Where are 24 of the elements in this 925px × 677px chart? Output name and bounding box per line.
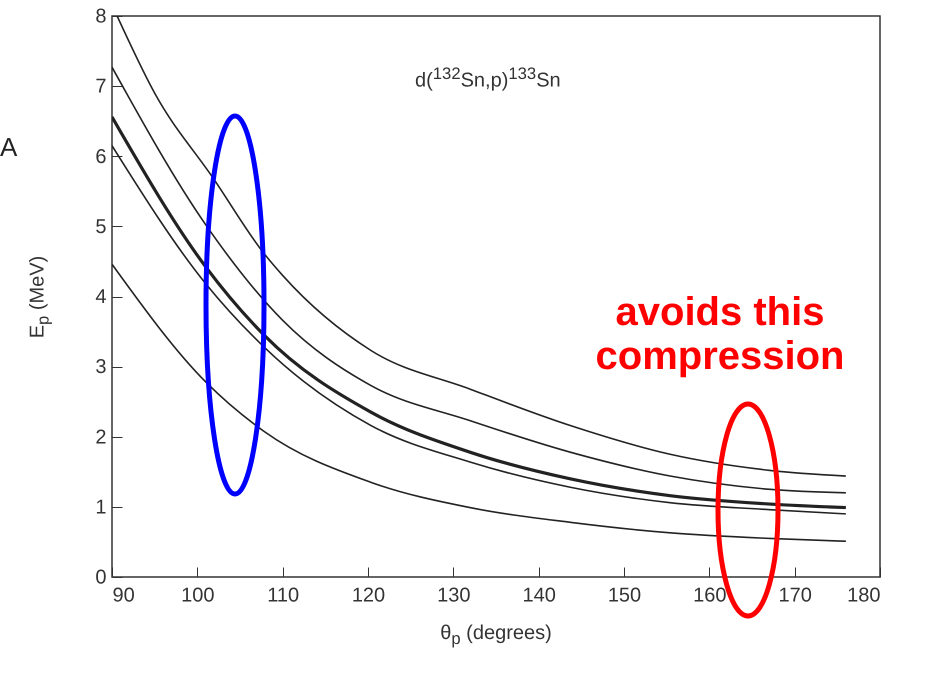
y-tick-label: 2 bbox=[95, 426, 106, 448]
x-tick-label: 140 bbox=[522, 584, 556, 606]
y-tick-label: 3 bbox=[95, 356, 106, 378]
y-tick-label: 6 bbox=[95, 146, 106, 168]
y-tick-label: 8 bbox=[95, 6, 106, 28]
y-tick-label: 1 bbox=[95, 496, 106, 518]
y-tick-label: 4 bbox=[95, 286, 106, 308]
x-tick-label: 90 bbox=[112, 584, 135, 606]
x-tick-label: 110 bbox=[267, 584, 300, 606]
annotation: avoids this compression bbox=[594, 290, 846, 378]
x-tick-label: 130 bbox=[437, 584, 471, 606]
x-tick-label: 120 bbox=[352, 584, 386, 606]
x-tick-label: 180 bbox=[847, 584, 880, 606]
x-tick-label: 170 bbox=[778, 584, 812, 606]
y-tick-label: 5 bbox=[95, 216, 106, 238]
x-tick-label: 100 bbox=[181, 584, 215, 606]
annotation: d($^{132}$Sn,p)$^{133}$Sn bbox=[415, 64, 561, 93]
x-axis-title: θ$_{p}$ (degrees) bbox=[440, 622, 552, 649]
text: A bbox=[0, 132, 18, 163]
y-tick-label: 7 bbox=[95, 76, 106, 98]
line-series bbox=[112, 263, 847, 542]
x-tick-label: 160 bbox=[693, 584, 727, 606]
y-tick-label: 0 bbox=[95, 566, 106, 588]
x-tick-label: 150 bbox=[608, 584, 642, 606]
